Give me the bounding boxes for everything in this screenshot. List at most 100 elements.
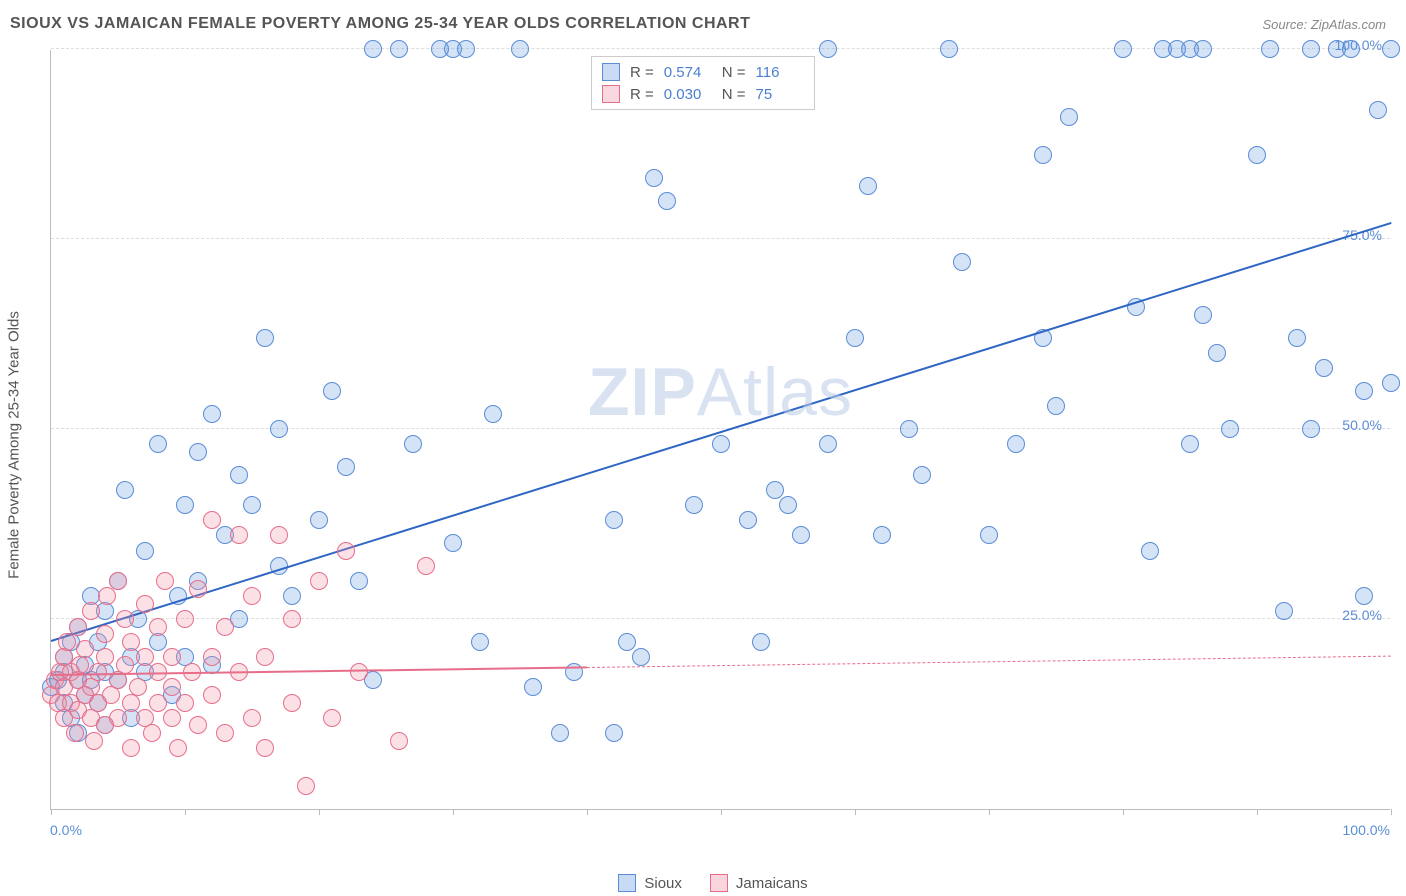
x-tick — [453, 809, 454, 815]
watermark: ZIPAtlas — [588, 353, 853, 431]
source-attribution: Source: ZipAtlas.com — [1262, 17, 1386, 32]
data-point — [390, 40, 408, 58]
data-point — [283, 587, 301, 605]
legend-n-value: 116 — [756, 64, 804, 81]
data-point — [645, 169, 663, 187]
data-point — [283, 610, 301, 628]
data-point — [122, 739, 140, 757]
data-point — [69, 618, 87, 636]
data-point — [149, 694, 167, 712]
data-point — [1047, 397, 1065, 415]
data-point — [752, 633, 770, 651]
data-point — [1302, 40, 1320, 58]
legend-n-label: N = — [722, 64, 746, 81]
legend-n-label: N = — [722, 86, 746, 103]
data-point — [431, 40, 449, 58]
data-point — [216, 724, 234, 742]
trend-line — [51, 222, 1392, 642]
x-axis-max-label: 100.0% — [1343, 822, 1390, 838]
x-axis-min-label: 0.0% — [50, 822, 82, 838]
data-point — [149, 618, 167, 636]
data-point — [96, 648, 114, 666]
data-point — [940, 40, 958, 58]
x-tick — [587, 809, 588, 815]
x-tick — [1257, 809, 1258, 815]
data-point — [323, 709, 341, 727]
data-point — [203, 511, 221, 529]
watermark-bold: ZIP — [588, 354, 697, 430]
x-tick — [51, 809, 52, 815]
data-point — [143, 724, 161, 742]
data-point — [551, 724, 569, 742]
data-point — [96, 625, 114, 643]
chart-title: SIOUX VS JAMAICAN FEMALE POVERTY AMONG 2… — [10, 15, 750, 33]
data-point — [873, 526, 891, 544]
data-point — [819, 435, 837, 453]
data-point — [1288, 329, 1306, 347]
gridline-h — [51, 238, 1390, 239]
data-point — [1355, 587, 1373, 605]
legend-r-value: 0.574 — [664, 64, 712, 81]
data-point — [1181, 435, 1199, 453]
data-point — [859, 177, 877, 195]
data-point — [243, 587, 261, 605]
data-point — [1369, 101, 1387, 119]
y-tick-label: 25.0% — [1342, 607, 1382, 623]
data-point — [230, 526, 248, 544]
data-point — [1382, 40, 1400, 58]
data-point — [156, 572, 174, 590]
data-point — [980, 526, 998, 544]
x-tick — [721, 809, 722, 815]
data-point — [216, 618, 234, 636]
data-point — [1342, 40, 1360, 58]
data-point — [243, 709, 261, 727]
data-point — [1007, 435, 1025, 453]
data-point — [658, 192, 676, 210]
legend-r-label: R = — [630, 86, 654, 103]
data-point — [82, 602, 100, 620]
data-point — [471, 633, 489, 651]
watermark-rest: Atlas — [697, 354, 853, 430]
x-tick — [185, 809, 186, 815]
legend-swatch — [602, 85, 620, 103]
data-point — [444, 534, 462, 552]
data-point — [297, 777, 315, 795]
legend-swatch — [618, 874, 636, 892]
x-tick — [855, 809, 856, 815]
data-point — [524, 678, 542, 696]
trend-line — [587, 656, 1391, 668]
data-point — [364, 40, 382, 58]
data-point — [163, 678, 181, 696]
data-point — [323, 382, 341, 400]
data-point — [109, 709, 127, 727]
data-point — [270, 526, 288, 544]
data-point — [310, 572, 328, 590]
data-point — [163, 648, 181, 666]
data-point — [203, 648, 221, 666]
x-tick — [989, 809, 990, 815]
data-point — [632, 648, 650, 666]
y-tick-label: 50.0% — [1342, 417, 1382, 433]
data-point — [766, 481, 784, 499]
chart-container: Female Poverty Among 25-34 Year Olds ZIP… — [30, 50, 1396, 840]
data-point — [1208, 344, 1226, 362]
data-point — [900, 420, 918, 438]
data-point — [1275, 602, 1293, 620]
data-point — [390, 732, 408, 750]
data-point — [129, 678, 147, 696]
data-point — [71, 656, 89, 674]
data-point — [136, 648, 154, 666]
data-point — [404, 435, 422, 453]
data-point — [122, 633, 140, 651]
data-point — [256, 739, 274, 757]
data-point — [846, 329, 864, 347]
data-point — [1382, 374, 1400, 392]
legend-item: Jamaicans — [710, 874, 808, 892]
data-point — [163, 709, 181, 727]
legend-label: Jamaicans — [736, 875, 808, 892]
data-point — [58, 633, 76, 651]
data-point — [256, 648, 274, 666]
data-point — [1034, 146, 1052, 164]
data-point — [109, 572, 127, 590]
data-point — [1248, 146, 1266, 164]
